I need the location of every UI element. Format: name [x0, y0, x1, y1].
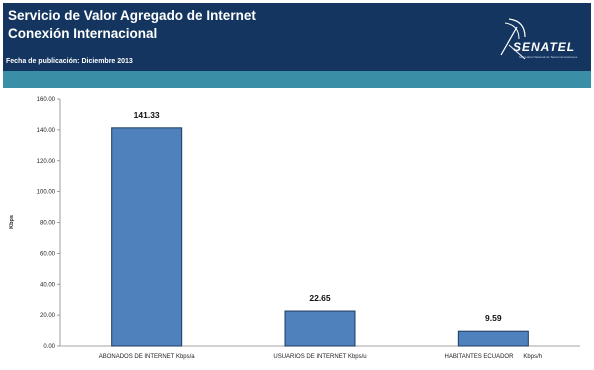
y-tick-label: 140.00: [37, 128, 56, 134]
y-tick-label: 160.00: [37, 97, 56, 103]
chart-canvas: 0.00 20.00 40.00 60.00 80.00 100.00 120.00 140.…: [9, 97, 580, 360]
report-title: Servicio de Valor Agregado de Internet: [8, 8, 256, 23]
x-axis-labels: ABONADOS DE INTERNET Kbps/a USUARIOS DE I…: [99, 354, 542, 360]
y-tick-label: 20.00: [40, 313, 56, 319]
bar-value-label: 22.65: [309, 293, 331, 303]
y-tick-label: 120.00: [37, 159, 56, 165]
report-subtitle: Conexión Internacional: [8, 26, 158, 41]
x-category-label: ABONADOS DE INTERNET Kbps/a: [99, 354, 196, 360]
y-tick-label: 0.00: [43, 344, 55, 350]
y-tick-label: 60.00: [40, 251, 56, 257]
x-category-label: HABITANTES ECUADOR Kbps/h: [445, 354, 543, 360]
bar: [111, 127, 183, 347]
y-tick-label: 80.00: [40, 221, 56, 227]
logo-text: SENATEL: [513, 40, 576, 54]
satellite-dish-icon: [500, 18, 526, 60]
bar: [457, 330, 529, 347]
report-header: Servicio de Valor Agregado de Internet C…: [3, 3, 591, 71]
y-tick-label: 100.00: [37, 190, 56, 196]
senatel-logo: SENATEL Secretaría Nacional de Telecomun…: [495, 15, 587, 63]
header-band: [3, 71, 591, 88]
publication-date: Fecha de publicación: Diciembre 2013: [6, 58, 133, 65]
bar-chart: 0.00 20.00 40.00 60.00 80.00 100.00 120.00 140.…: [3, 88, 591, 365]
bar-value-label: 141.33: [134, 110, 160, 120]
x-category-label: USUARIOS DE INTERNET Kbps/u: [273, 354, 366, 360]
bar-value-label: 9.59: [485, 313, 502, 323]
bar: [284, 310, 356, 347]
logo-subtext: Secretaría Nacional de Telecomunicacione…: [519, 55, 578, 59]
y-tick-label: 40.00: [40, 282, 56, 288]
bars: 141.33 22.65 9.59: [111, 110, 529, 347]
y-axis-title: Kbps: [9, 215, 15, 229]
